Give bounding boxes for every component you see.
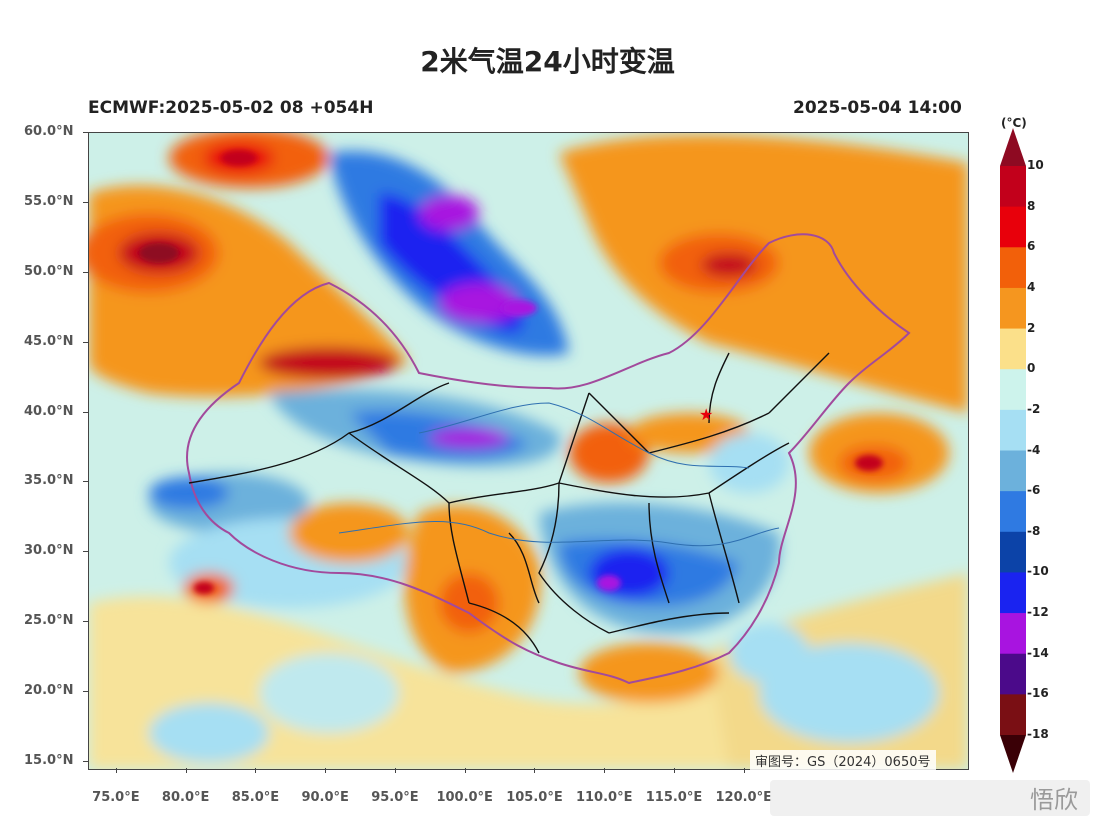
longitude-tick: [743, 768, 745, 773]
longitude-label: 120.0°E: [715, 790, 772, 805]
latitude-tick: [83, 411, 88, 413]
provincial-boundaries: [188, 352, 830, 654]
latitude-tick: [83, 132, 88, 133]
colorbar-level-label: -14: [1027, 645, 1049, 660]
longitude-label: 95.0°E: [371, 790, 419, 805]
longitude-tick: [255, 768, 257, 773]
colorbar-level-label: 0: [1027, 361, 1036, 376]
latitude-label: 25.0°N: [24, 613, 74, 629]
colorbar-segment: [1000, 287, 1026, 330]
colorbar-level-label: -12: [1027, 605, 1049, 620]
latitude-label: 15.0°N: [24, 753, 74, 768]
longitude-label: 85.0°E: [231, 790, 280, 805]
longitude-label: 100.0°E: [436, 790, 493, 805]
latitude-tick: [83, 691, 88, 693]
colorbar-segment: [1000, 409, 1026, 451]
model-run-label: ECMWF:2025-05-02 08 +054H: [88, 98, 374, 118]
latitude-tick: [83, 481, 88, 483]
capital-star-icon: ★: [699, 405, 713, 424]
temperature-detail: [139, 150, 883, 594]
longitude-label: 110.0°E: [575, 790, 633, 805]
longitude-tick: [325, 768, 327, 773]
colorbar-segment: [1000, 166, 1026, 208]
colorbar-under-triangle: [1000, 735, 1026, 773]
latitude-label: 35.0°N: [24, 473, 74, 489]
longitude-tick: [185, 768, 187, 773]
colorbar-level-label: -4: [1027, 442, 1041, 457]
colorbar-segment: [1000, 369, 1026, 411]
colorbar-level-label: 6: [1027, 239, 1036, 254]
longitude-label: 115.0°E: [645, 790, 703, 805]
latitude-label: 45.0°N: [24, 333, 74, 349]
rivers: [338, 402, 780, 547]
valid-time-label: 2025-05-04 14:00: [793, 98, 962, 118]
latitude-label: 30.0°N: [24, 543, 74, 559]
colorbar-level-label: -18: [1027, 727, 1049, 741]
colorbar-level-label: 10: [1027, 158, 1044, 172]
colorbar-level-label: 4: [1027, 279, 1036, 294]
colorbar-segment: [1000, 694, 1026, 736]
colorbar: [1000, 128, 1026, 773]
longitude-tick: [674, 768, 675, 773]
longitude-tick: [604, 768, 606, 773]
colorbar-level-label: -2: [1027, 401, 1041, 416]
latitude-label: 60.0°N: [24, 124, 74, 139]
latitude-tick: [83, 621, 88, 623]
latitude-tick: [83, 341, 88, 343]
national-boundary: [186, 233, 911, 685]
latitude-label: 20.0°N: [24, 683, 74, 699]
latitude-tick: [83, 271, 88, 273]
latitude-tick: [83, 201, 88, 203]
colorbar-segment: [1000, 491, 1026, 533]
latitude-label: 50.0°N: [24, 263, 74, 279]
longitude-tick: [464, 768, 466, 773]
colorbar-segment: [1000, 653, 1026, 695]
colorbar-unit: (°C): [1001, 116, 1027, 130]
latitude-label: 55.0°N: [24, 193, 74, 209]
watermark-overlay: [770, 780, 1090, 816]
colorbar-segment: [1000, 247, 1026, 289]
map-approval-credit: 审图号：GS（2024）0650号: [750, 750, 936, 771]
temperature-change-map: ★: [89, 133, 968, 769]
colorbar-level-label: -16: [1027, 686, 1049, 701]
colorbar-segment: [1000, 531, 1026, 573]
colorbar-segment: [1000, 328, 1026, 370]
latitude-tick: [83, 761, 88, 762]
map-panel: ★: [88, 132, 969, 770]
longitude-label: 90.0°E: [301, 790, 349, 805]
longitude-label: 105.0°E: [506, 790, 563, 805]
colorbar-segment: [1000, 613, 1026, 655]
colorbar-level-label: -6: [1027, 483, 1041, 498]
map-title: 2米气温24小时变温: [420, 45, 675, 78]
watermark-text: 悟欣: [1030, 786, 1078, 814]
colorbar-segment: [1000, 206, 1026, 248]
latitude-label: 40.0°N: [24, 403, 74, 419]
longitude-tick: [394, 768, 396, 773]
colorbar-level-label: -8: [1027, 523, 1041, 538]
colorbar-level-label: 2: [1027, 320, 1036, 335]
colorbar-level-label: 8: [1027, 198, 1036, 213]
longitude-label: 75.0°E: [92, 790, 140, 805]
colorbar-segment: [1000, 450, 1026, 492]
colorbar-level-label: -10: [1027, 564, 1049, 579]
colorbar-over-triangle: [1000, 128, 1026, 166]
colorbar-segment: [1000, 572, 1026, 614]
longitude-tick: [534, 768, 536, 773]
longitude-label: 80.0°E: [161, 790, 210, 805]
longitude-tick: [115, 768, 117, 773]
latitude-tick: [83, 551, 88, 553]
